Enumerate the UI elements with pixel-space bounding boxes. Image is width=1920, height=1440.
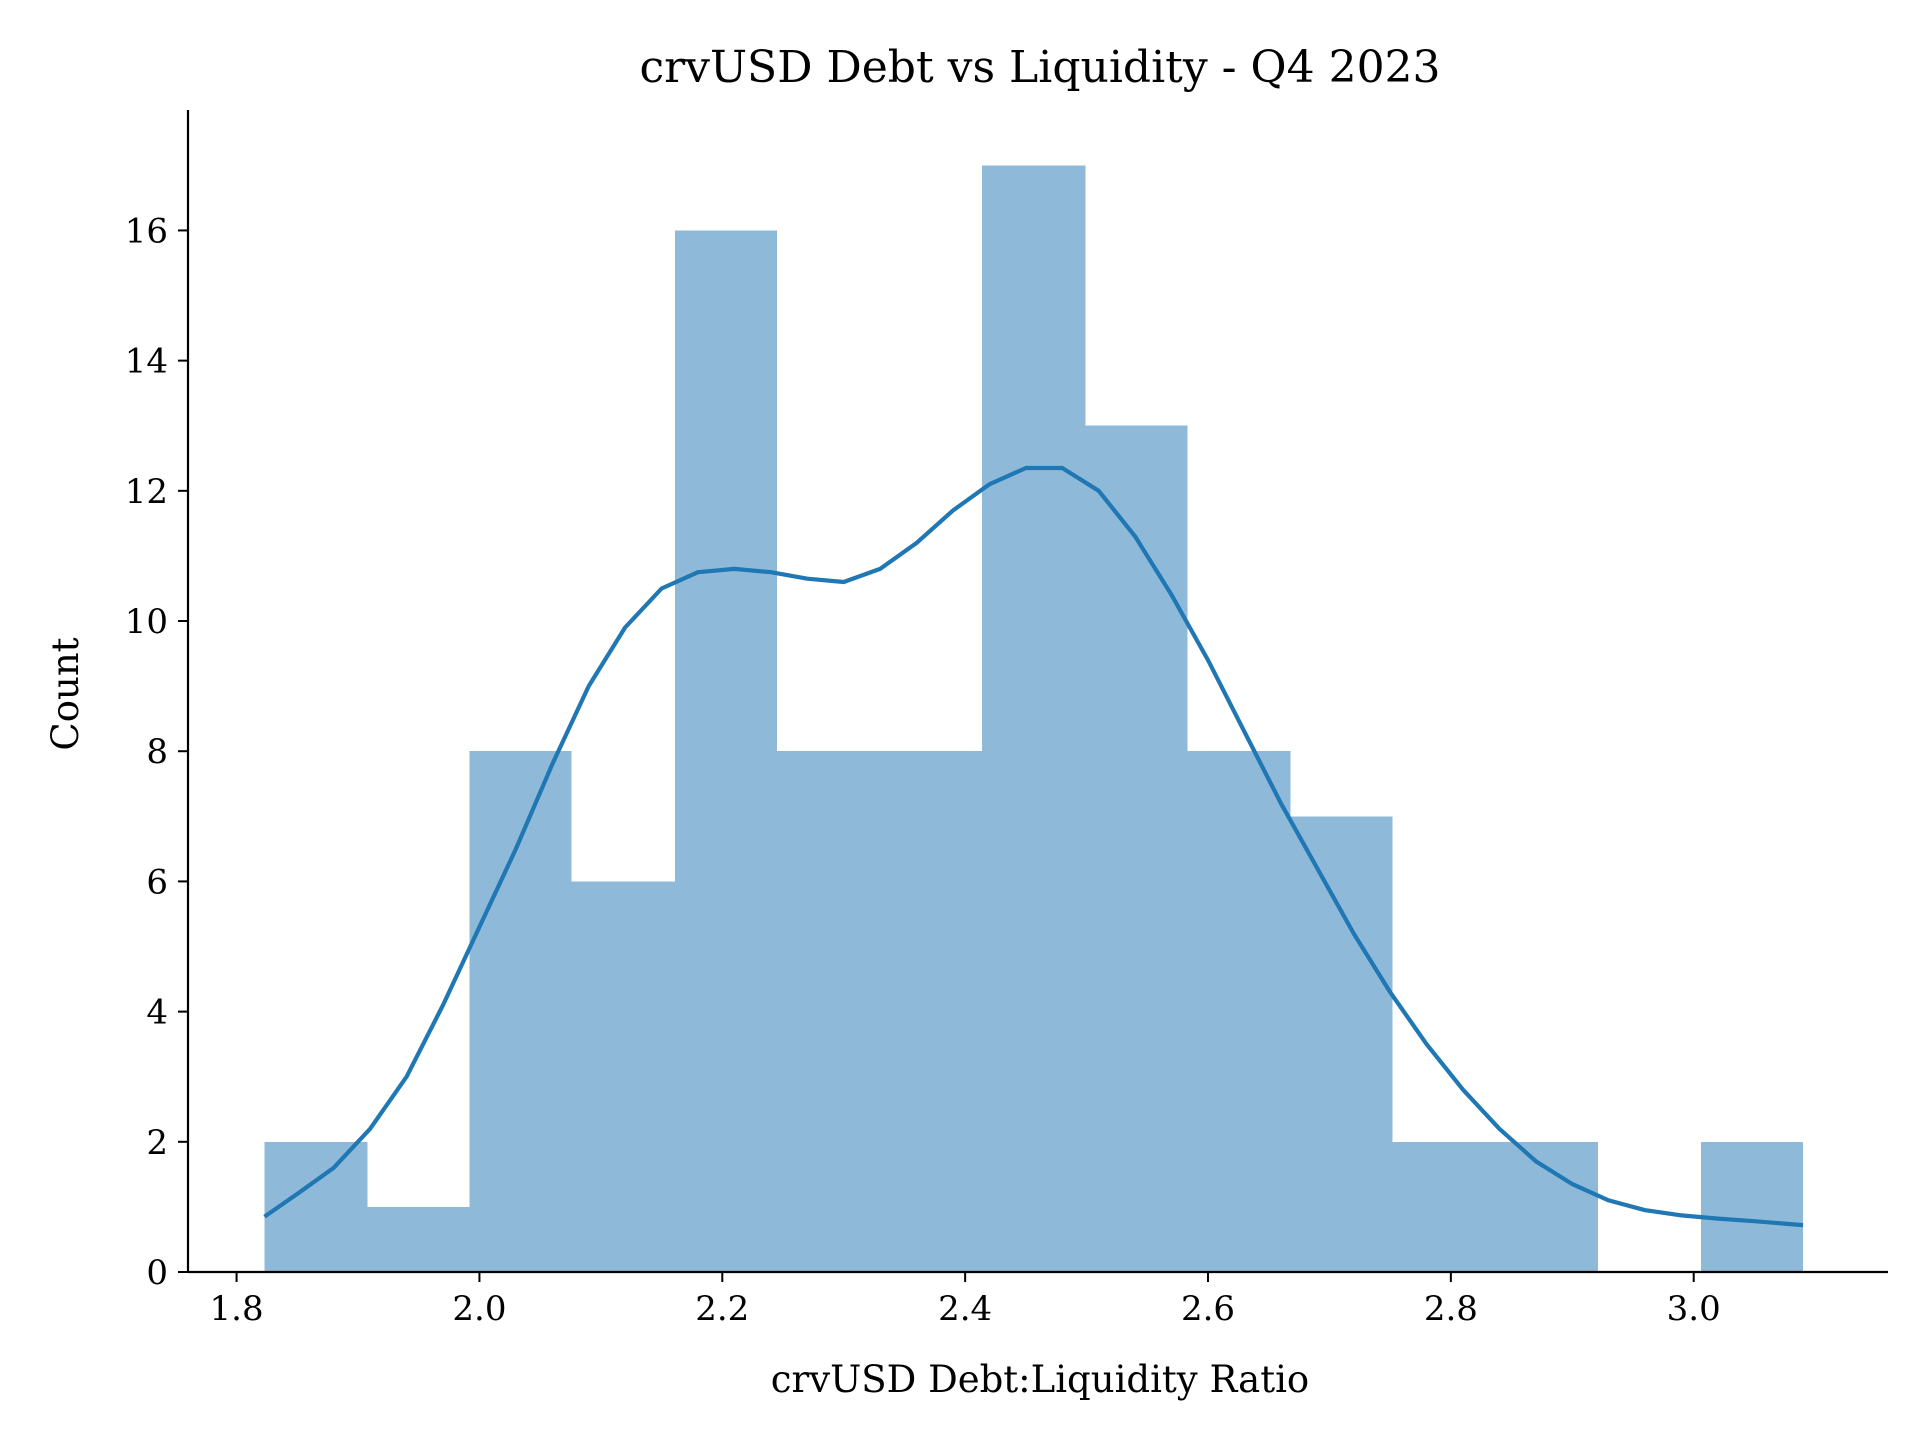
y-tick-label: 0 [146, 1253, 168, 1293]
histogram-bar-2 [469, 751, 572, 1272]
axes-layer: 1.8 2.0 2.2 2.4 2.6 2.8 3.0 0 2 4 6 8 10 12 14 16 [125, 110, 1888, 1329]
y-tick-label: 14 [125, 342, 168, 382]
x-axis-label: crvUSD Debt:Liquidity Ratio [771, 1358, 1309, 1401]
kde-curve-line [263, 465, 1804, 1228]
x-tick-label: 2.8 [1424, 1289, 1478, 1329]
x-tick-label: 2.6 [1181, 1289, 1235, 1329]
x-tick-label: 2.0 [452, 1289, 506, 1329]
y-tick-label: 8 [146, 732, 168, 772]
chart-title: crvUSD Debt vs Liquidity - Q4 2023 [639, 42, 1440, 93]
x-tick-label: 3.0 [1667, 1289, 1721, 1329]
histogram-bar-5 [776, 751, 881, 1272]
y-tick-label: 16 [125, 211, 168, 251]
y-tick-label: 4 [146, 993, 168, 1033]
histogram-bar-7 [982, 165, 1086, 1272]
histogram-bar-1 [367, 1206, 470, 1272]
histogram-bar-12 [1495, 1141, 1598, 1272]
y-tick-label: 10 [125, 602, 168, 642]
x-tick-label: 2.4 [938, 1289, 992, 1329]
y-tick-label: 6 [146, 862, 168, 902]
x-tick-label: 1.8 [210, 1289, 264, 1329]
histogram-bar-6 [880, 751, 983, 1272]
histogram-bar-3 [571, 881, 675, 1272]
histogram-bar-14 [1701, 1141, 1803, 1272]
y-tick-label: 12 [125, 472, 168, 512]
x-tick-label: 2.2 [695, 1289, 749, 1329]
bars-layer [264, 165, 1803, 1273]
histogram-bar-8 [1085, 425, 1188, 1273]
histogram-bar-11 [1392, 1141, 1496, 1272]
histogram-bar-10 [1290, 816, 1393, 1272]
histogram-bar-9 [1187, 751, 1291, 1272]
histogram-bar-4 [674, 230, 777, 1272]
kde-layer [263, 465, 1804, 1228]
y-tick-label: 2 [146, 1123, 168, 1163]
y-axis-label: Count [44, 637, 87, 750]
